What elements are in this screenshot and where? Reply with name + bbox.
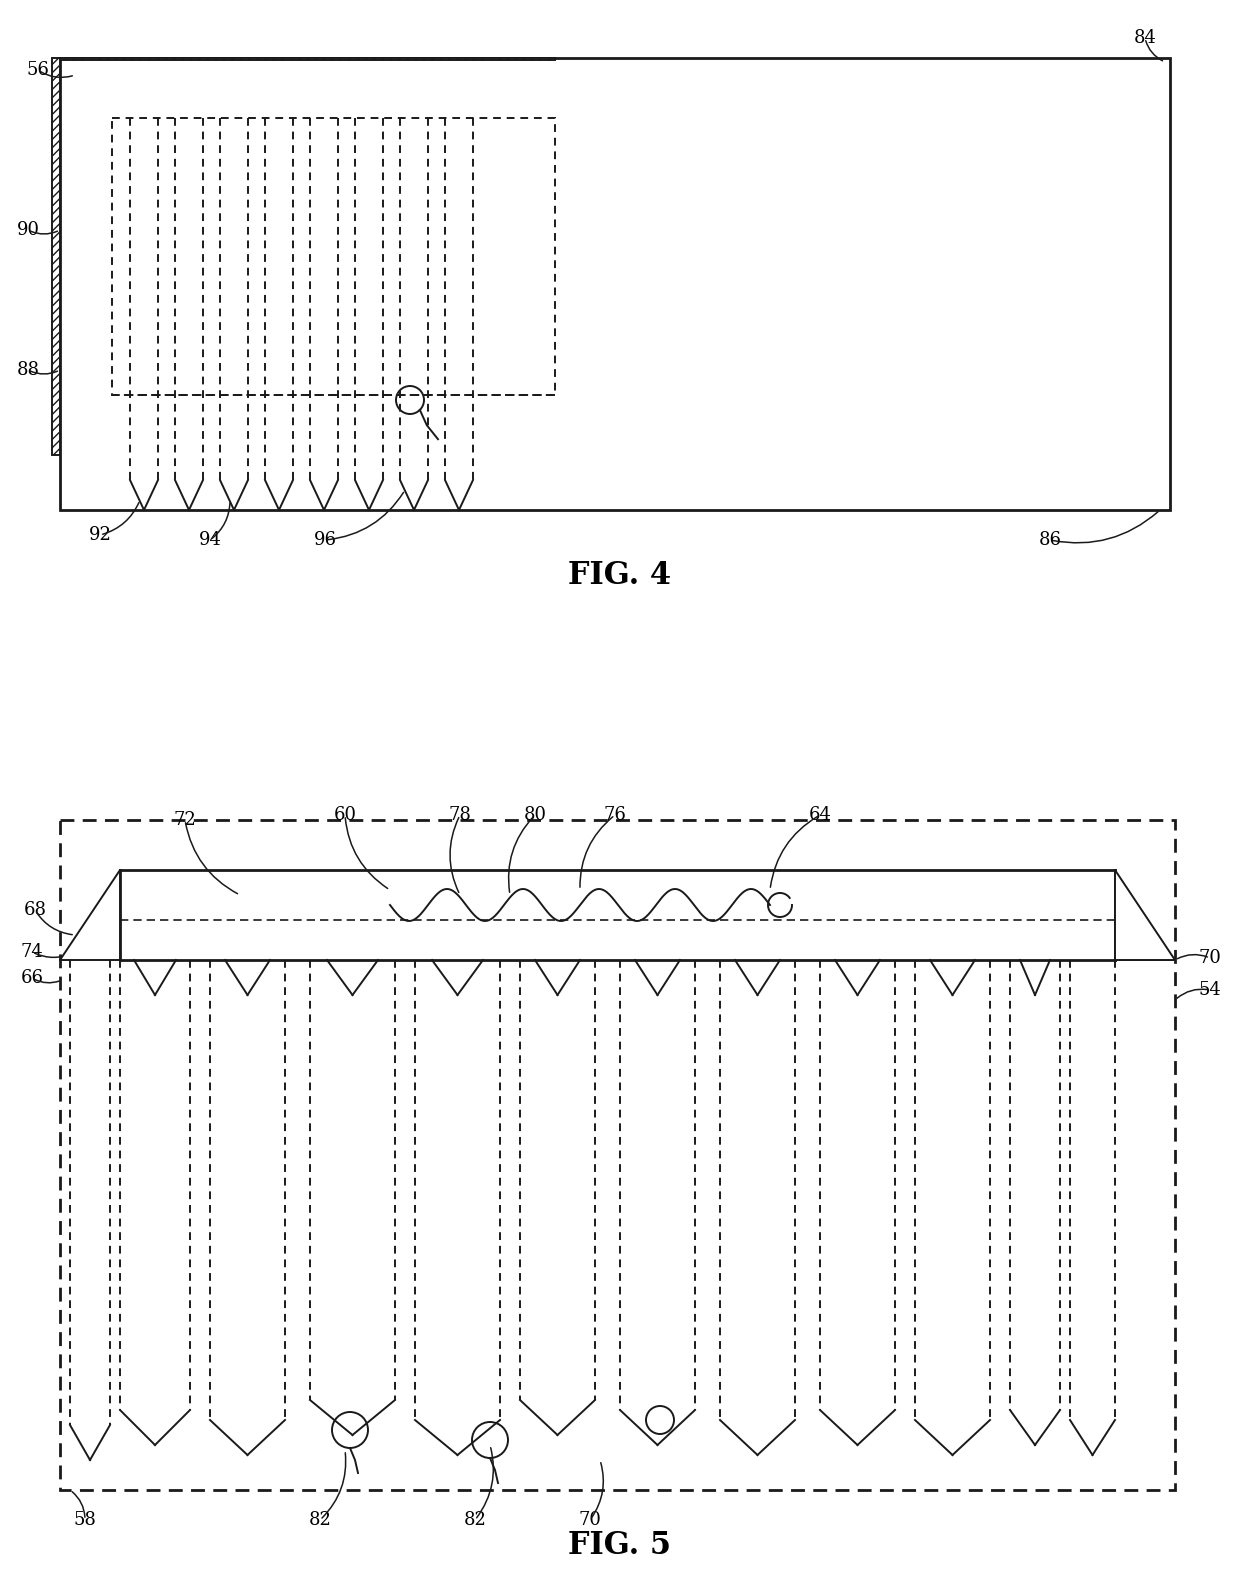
Text: 82: 82	[309, 1511, 331, 1529]
Text: 72: 72	[174, 811, 196, 828]
Polygon shape	[1115, 870, 1176, 961]
Text: 90: 90	[16, 220, 40, 239]
Text: 94: 94	[198, 531, 222, 549]
Bar	[60, 57, 556, 61]
Text: 54: 54	[1199, 982, 1221, 999]
Text: FIG. 4: FIG. 4	[568, 560, 672, 591]
Bar	[60, 57, 1171, 511]
Text: 88: 88	[16, 361, 40, 378]
Text: 64: 64	[808, 806, 832, 824]
Text: 70: 70	[579, 1511, 601, 1529]
Text: 84: 84	[1133, 29, 1157, 46]
Text: 92: 92	[88, 527, 112, 544]
Text: 60: 60	[334, 806, 357, 824]
Text: 82: 82	[464, 1511, 486, 1529]
Text: 96: 96	[314, 531, 336, 549]
Text: 78: 78	[449, 806, 471, 824]
Polygon shape	[60, 870, 120, 961]
Text: 86: 86	[1039, 531, 1061, 549]
Bar	[60, 820, 1176, 1491]
Text: 76: 76	[604, 806, 626, 824]
Text: 70: 70	[1199, 950, 1221, 967]
Text: 56: 56	[26, 61, 50, 78]
Text: 80: 80	[523, 806, 547, 824]
Text: 58: 58	[73, 1511, 97, 1529]
Text: FIG. 5: FIG. 5	[568, 1531, 672, 1561]
Bar	[52, 57, 60, 455]
Text: 66: 66	[21, 969, 43, 986]
Text: 68: 68	[24, 902, 47, 919]
Bar	[112, 118, 556, 394]
Text: 74: 74	[21, 943, 43, 961]
